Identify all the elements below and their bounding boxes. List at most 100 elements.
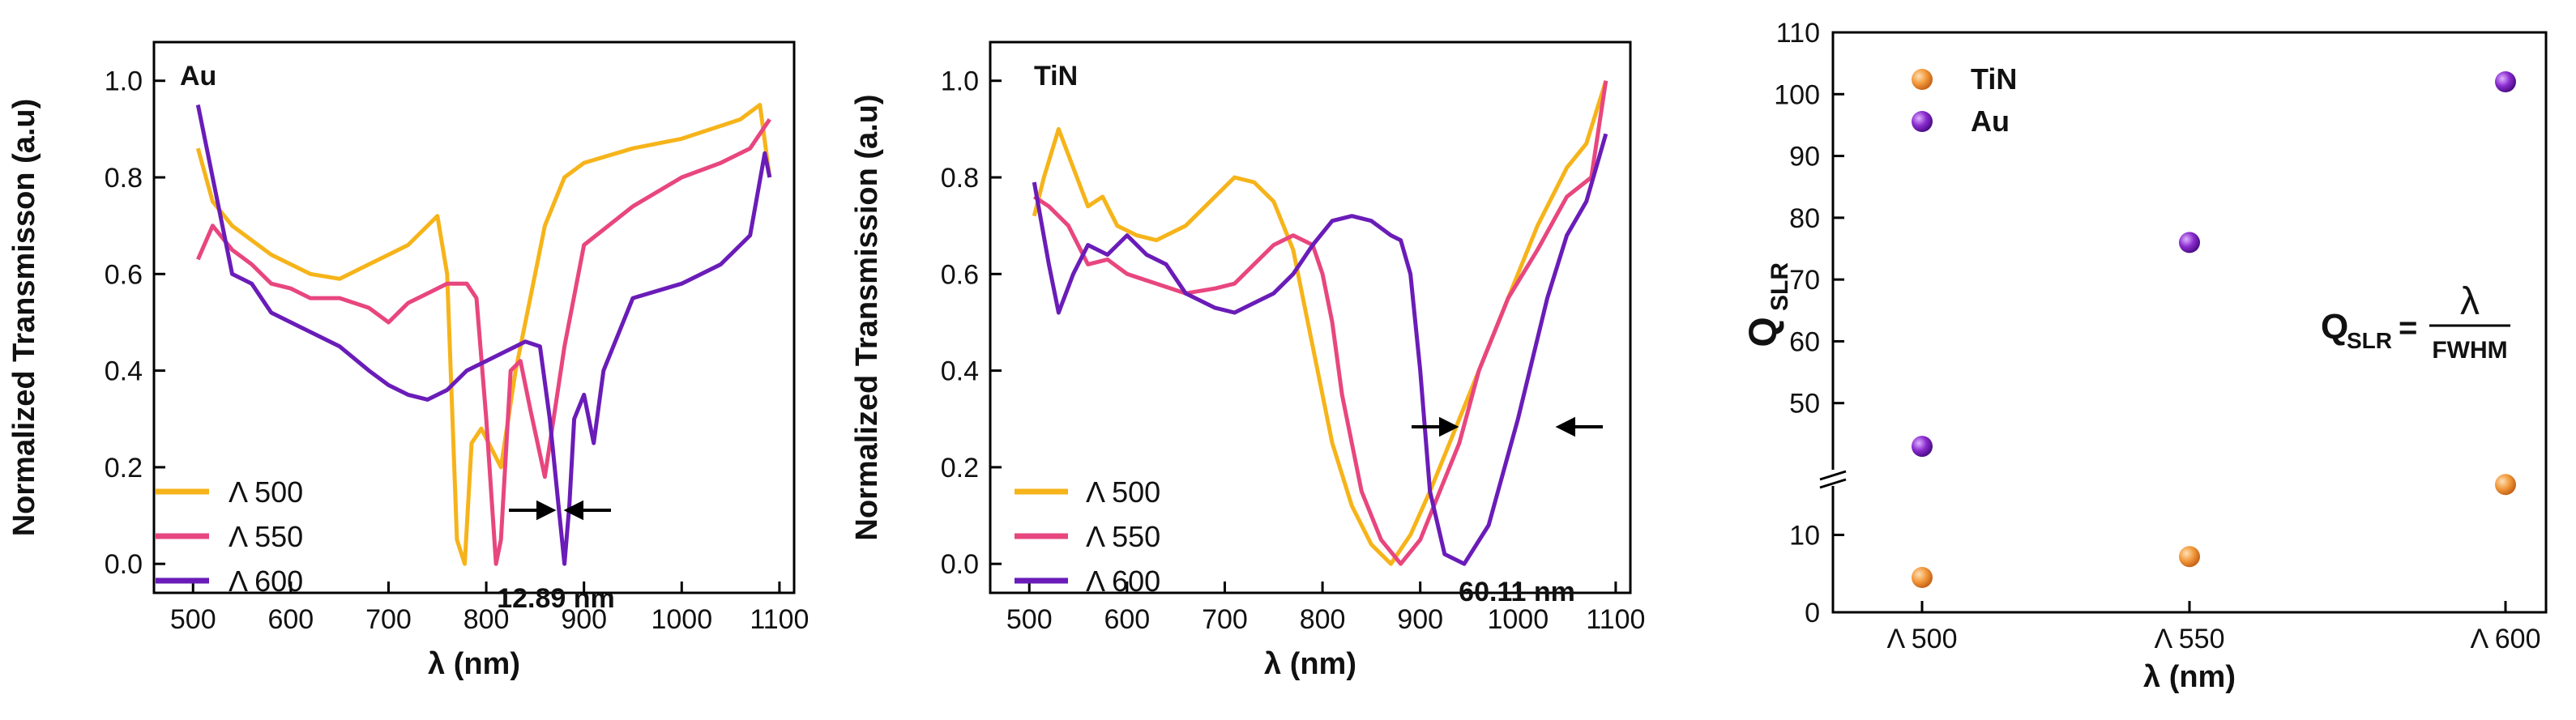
- au-y-tick-label-0.6: 0.6: [105, 259, 143, 290]
- au-fwhm-arrows: [509, 500, 611, 521]
- q-y-axis-label: Q SLR: [1742, 262, 1793, 347]
- q-point-tin-0: [1912, 567, 1933, 588]
- tin-y-tick-label-1.0: 1.0: [941, 66, 979, 97]
- q-y-tick-label-90: 90: [1789, 142, 1820, 173]
- tin-arrow-left-head: [1439, 416, 1459, 437]
- q-formula-lhs: Q: [2321, 307, 2348, 347]
- q-y-axis-label-main: Q: [1742, 317, 1785, 347]
- au-arrow-left-head: [536, 500, 557, 521]
- au-x-tick-label-900: 900: [561, 604, 607, 635]
- tin-y-tick-label-0.8: 0.8: [941, 163, 979, 194]
- q-legend-label-au: Au: [1971, 104, 2010, 138]
- au-legend-label-600: Λ 600: [229, 564, 303, 598]
- tin-series-line-600: [1032, 133, 1608, 566]
- tin-fwhm-value: 60.11 nm: [1459, 577, 1575, 607]
- tin-x-tick-label-1100: 1100: [1586, 604, 1645, 635]
- tin-y-tick-label-0.0: 0.0: [941, 549, 979, 580]
- au-y-tick-label-0.4: 0.4: [105, 356, 143, 387]
- au-series-line-500: [195, 103, 772, 566]
- au-fwhm-value: 12.89 nm: [497, 583, 615, 614]
- au-y-tick-label-0.0: 0.0: [105, 549, 143, 580]
- tin-y-tick-label-0.6: 0.6: [941, 259, 979, 290]
- tin-y-axis-label: Normalized Transmission (a.u): [850, 94, 884, 540]
- tin-x-tick-label-800: 800: [1300, 604, 1346, 635]
- tin-fwhm-arrows: [1412, 416, 1603, 437]
- au-series-line-600: [195, 104, 772, 566]
- q-axis-break-mark-1: [1819, 470, 1847, 481]
- q-point-au-2: [2495, 71, 2516, 92]
- au-x-tick-label-1000: 1000: [651, 604, 712, 635]
- au-legend-label-500: Λ 500: [229, 475, 303, 509]
- tin-legend: Λ 500 Λ 550 Λ 600: [1015, 475, 1160, 598]
- au-panel-title: Au: [180, 61, 216, 92]
- q-factor-panel: 50 60 70 80 90 100 110 0 10 Λ 500 Λ 550 Λ 600 λ (nm…: [1742, 18, 2548, 694]
- q-legend-label-tin: TiN: [1971, 62, 2017, 96]
- q-x-tick-label-0: Λ 500: [1886, 624, 1957, 654]
- q-point-au-1: [2179, 232, 2200, 253]
- q-point-tin-1: [2179, 546, 2200, 568]
- au-x-tick-label-700: 700: [365, 604, 412, 635]
- q-x-tick-label-1: Λ 550: [2154, 624, 2224, 654]
- au-y-tick-label-0.8: 0.8: [105, 163, 143, 194]
- tin-axis-ticks: 500 600 700 800 900 1000 1100 0.0 0.2 0.4 0.6 0.8 1.…: [941, 66, 1646, 635]
- q-formula-equals: =: [2399, 310, 2417, 346]
- tin-legend-label-600: Λ 600: [1086, 564, 1160, 598]
- q-axis-ticks: 50 60 70 80 90 100 110 0 10 Λ 500 Λ 550 Λ 600: [1774, 18, 2540, 654]
- au-plot-frame: [152, 40, 796, 594]
- q-legend-marker-au: [1912, 111, 1933, 132]
- tin-y-tick-label-0.4: 0.4: [941, 356, 979, 387]
- q-x-tick-label-2: Λ 600: [2470, 624, 2540, 654]
- q-y-axis-label-sub: SLR: [1766, 262, 1793, 311]
- au-arrow-right-head: [563, 500, 583, 521]
- tin-x-tick-label-1000: 1000: [1487, 604, 1549, 635]
- tin-plot-frame: [989, 40, 1632, 594]
- tin-legend-label-550: Λ 550: [1086, 520, 1160, 553]
- au-x-tick-label-1100: 1100: [750, 604, 809, 635]
- au-y-tick-label-0.2: 0.2: [105, 453, 143, 484]
- au-y-axis-label: Normalized Transmisson (a.u): [7, 99, 41, 537]
- au-x-tick-label-600: 600: [267, 604, 314, 635]
- q-y-tick-label-50: 50: [1789, 389, 1820, 420]
- tin-legend-label-500: Λ 500: [1086, 475, 1160, 509]
- q-formula-numerator: λ: [2460, 280, 2480, 323]
- q-y-tick-label-80: 80: [1789, 203, 1820, 234]
- q-y-tick-label-110: 110: [1776, 18, 1820, 49]
- tin-y-tick-label-0.2: 0.2: [941, 453, 979, 484]
- q-y-tick-label-60: 60: [1789, 326, 1820, 357]
- q-point-au-0: [1912, 436, 1933, 458]
- tin-panel-title: TiN: [1034, 61, 1078, 92]
- au-legend: Λ 500 Λ 550 Λ 600: [156, 475, 303, 598]
- au-x-tick-label-500: 500: [170, 604, 216, 635]
- tin-arrow-right-head: [1555, 416, 1575, 437]
- au-x-axis-label: λ (nm): [428, 647, 520, 681]
- q-y-tick-label-70: 70: [1789, 265, 1820, 296]
- tin-series-lines: [1032, 79, 1608, 566]
- q-y-tick-label-10: 10: [1789, 520, 1820, 551]
- q-plot-frame: [1831, 31, 2548, 614]
- tin-x-tick-label-600: 600: [1104, 604, 1150, 635]
- tin-series-line-550: [1032, 80, 1608, 566]
- q-axis-break-mark-2: [1819, 478, 1847, 489]
- tin-x-tick-label-500: 500: [1006, 604, 1053, 635]
- au-x-tick-label-800: 800: [464, 604, 510, 635]
- au-series-lines: [195, 103, 772, 566]
- tin-x-tick-label-700: 700: [1202, 604, 1248, 635]
- q-legend-marker-tin: [1912, 69, 1933, 90]
- au-series-line-550: [196, 118, 771, 566]
- q-data-points: [1912, 71, 2516, 588]
- au-legend-label-550: Λ 550: [229, 520, 303, 553]
- tin-x-axis-label: λ (nm): [1264, 647, 1356, 681]
- q-formula-lhs-sub: SLR: [2347, 328, 2392, 353]
- q-y-tick-label-0: 0: [1805, 598, 1820, 628]
- tin-x-tick-label-900: 900: [1397, 604, 1443, 635]
- tin-transmission-panel: 500 600 700 800 900 1000 1100 0.0 0.2 0.4 0.6 0.8 1.…: [850, 40, 1646, 681]
- q-y-tick-label-100: 100: [1774, 79, 1820, 110]
- au-y-tick-label-1.0: 1.0: [105, 66, 143, 97]
- q-formula-denominator: FWHM: [2432, 337, 2507, 364]
- au-transmission-panel: 500 600 700 800 900 1000 1100 0.0 0.2 0.4 0.6 0.8 1.…: [7, 40, 810, 681]
- q-x-axis-label: λ (nm): [2143, 660, 2236, 694]
- q-formula: Q SLR = λ FWHM: [2321, 280, 2510, 364]
- au-axis-ticks: 500 600 700 800 900 1000 1100 0.0 0.2 0.4 0.6 0.8 1.…: [105, 66, 810, 635]
